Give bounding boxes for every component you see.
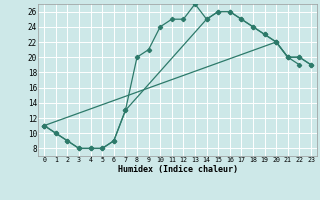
X-axis label: Humidex (Indice chaleur): Humidex (Indice chaleur) [118, 165, 238, 174]
